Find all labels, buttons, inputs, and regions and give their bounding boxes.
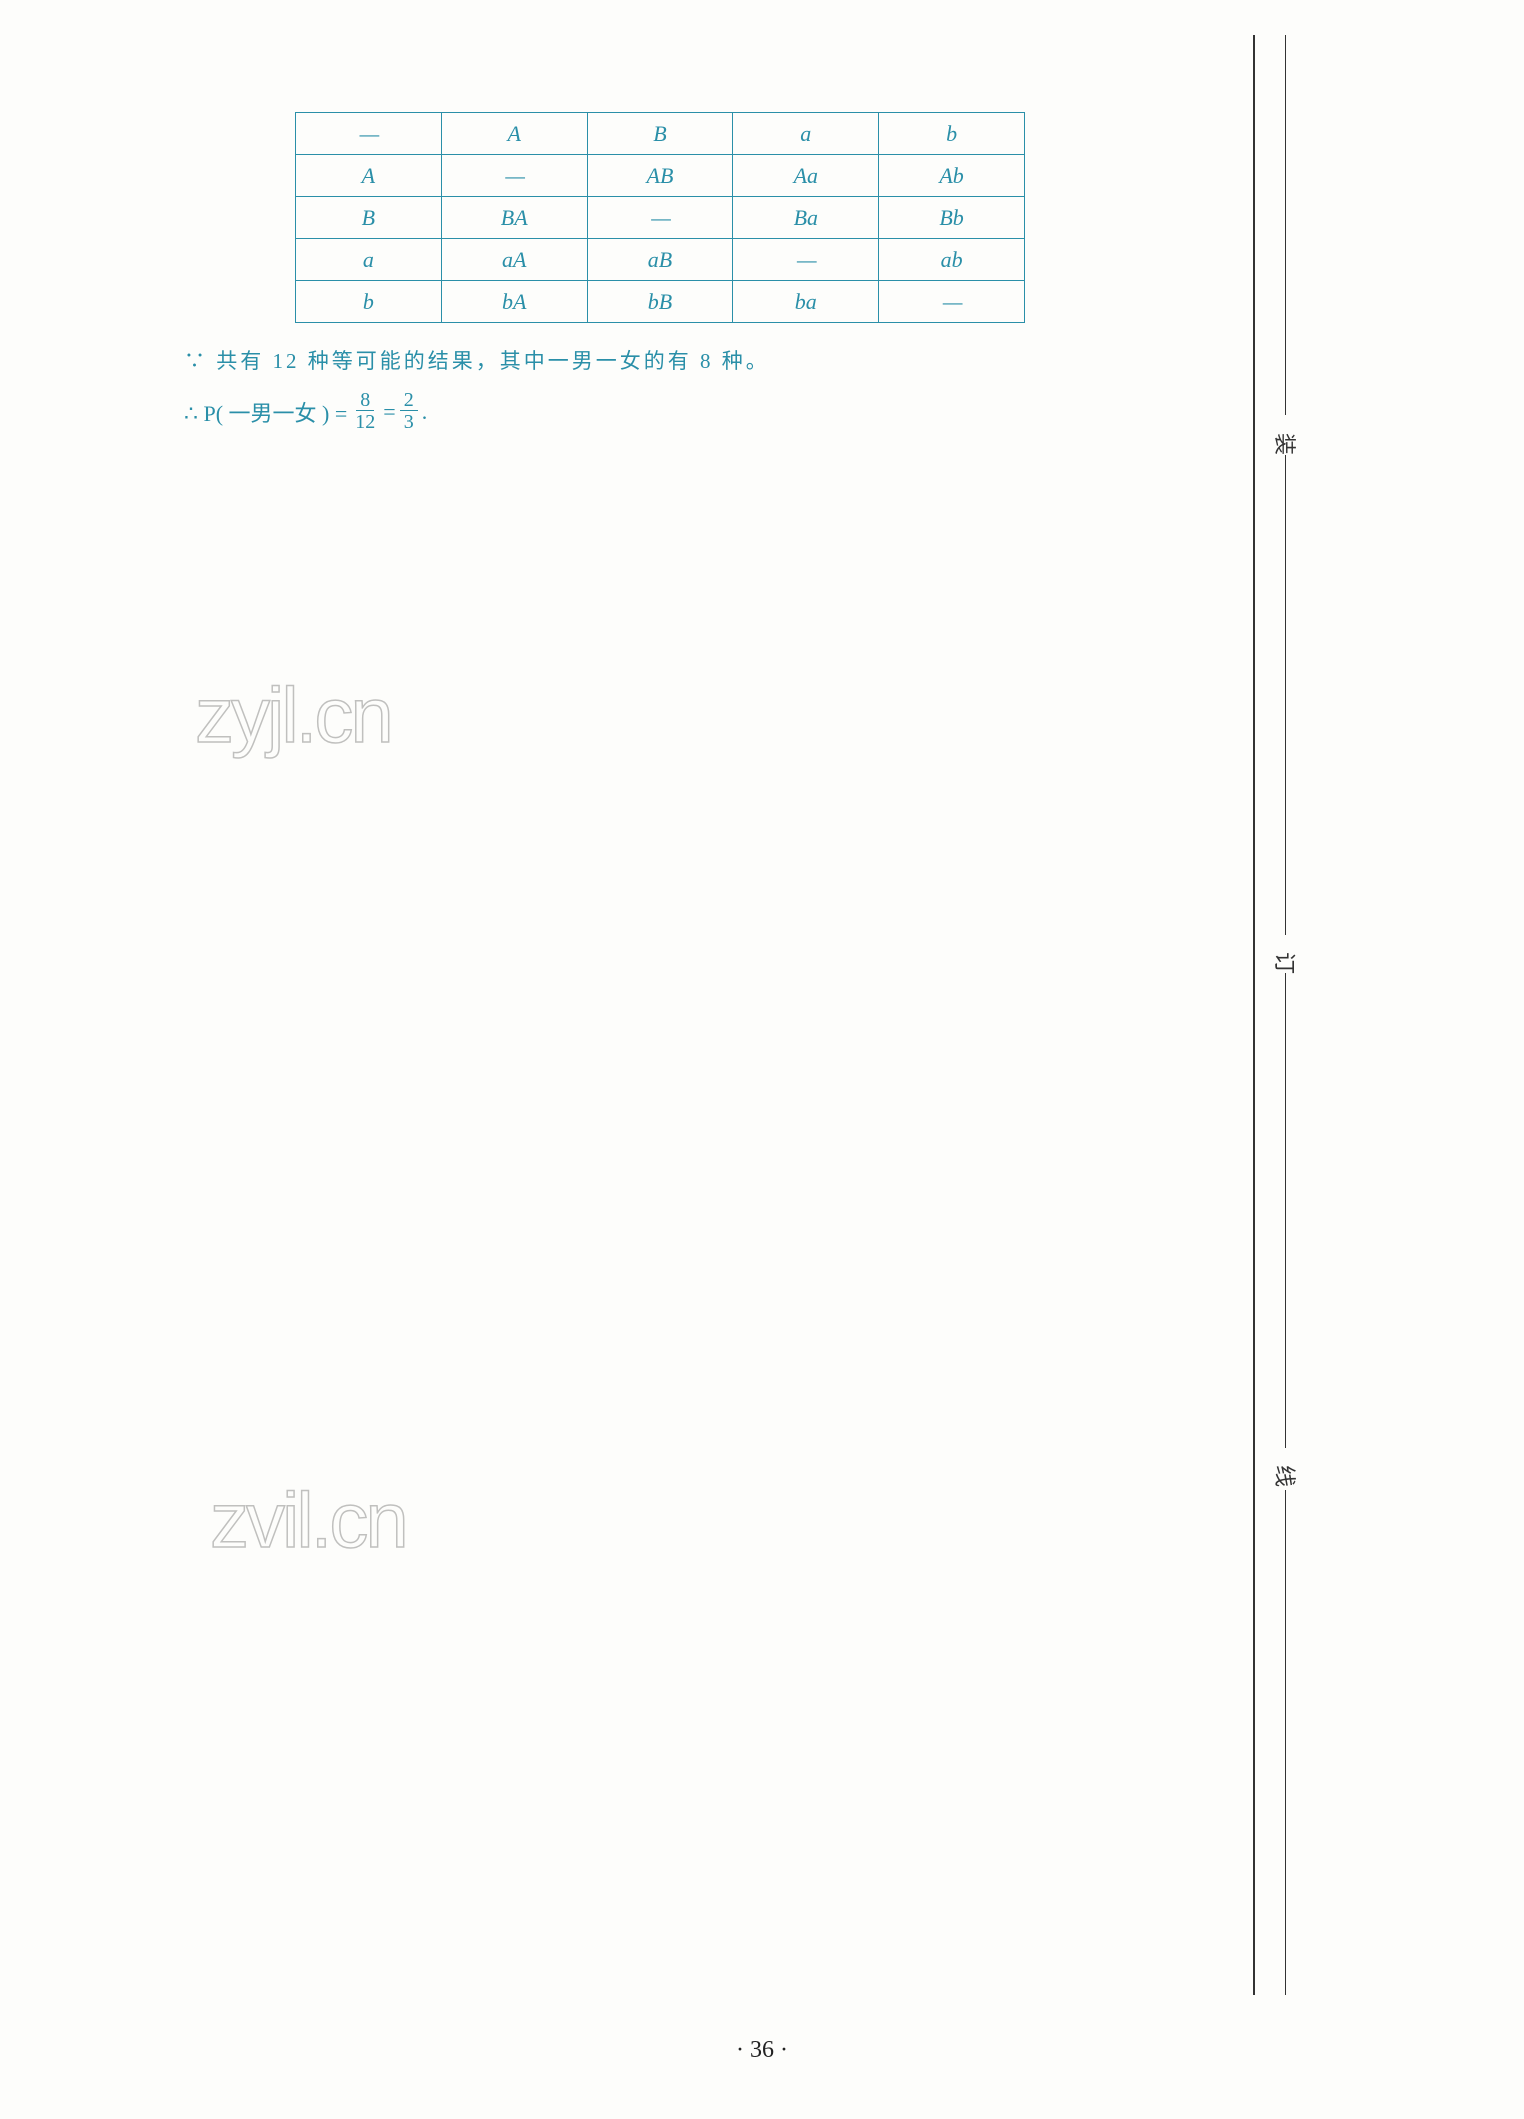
exp2-prefix: ∴ P( 一男一女 ) = bbox=[184, 396, 347, 428]
fraction-1: 8 12 bbox=[351, 390, 379, 433]
table-cell: — bbox=[441, 155, 587, 197]
exp2-eq: = bbox=[383, 399, 395, 425]
margin-char-2: 订 bbox=[1270, 952, 1302, 974]
table-row: a aA aB — ab bbox=[296, 239, 1025, 281]
table-cell: Aa bbox=[733, 155, 879, 197]
table-row: b bA bB ba — bbox=[296, 281, 1025, 323]
margin-thin-seg-4 bbox=[1285, 1490, 1286, 1995]
table-cell: B bbox=[587, 113, 733, 155]
table-cell: a bbox=[733, 113, 879, 155]
table-row: B BA — Ba Bb bbox=[296, 197, 1025, 239]
exp2-suffix: . bbox=[422, 399, 428, 425]
table-cell: Bb bbox=[879, 197, 1025, 239]
table-cell: ba bbox=[733, 281, 879, 323]
table-cell: AB bbox=[587, 155, 733, 197]
table-cell: aA bbox=[441, 239, 587, 281]
fraction-2: 2 3 bbox=[400, 390, 418, 433]
table-cell: aB bbox=[587, 239, 733, 281]
table-cell: A bbox=[441, 113, 587, 155]
margin-char-3: 线 bbox=[1270, 1465, 1302, 1487]
probability-table: — A B a b A — AB Aa Ab B BA — Ba Bb a aA… bbox=[295, 112, 1025, 323]
table-cell: — bbox=[879, 281, 1025, 323]
table-cell: a bbox=[296, 239, 442, 281]
table-cell: — bbox=[733, 239, 879, 281]
table-cell: b bbox=[879, 113, 1025, 155]
frac1-num: 8 bbox=[356, 390, 374, 411]
margin-thin-seg-2 bbox=[1285, 455, 1286, 935]
table-cell: Ba bbox=[733, 197, 879, 239]
margin-char-1: 装 bbox=[1270, 433, 1302, 455]
table-cell: A bbox=[296, 155, 442, 197]
explanation-line-2: ∴ P( 一男一女 ) = 8 12 = 2 3 . bbox=[184, 390, 427, 433]
table-cell: BA bbox=[441, 197, 587, 239]
table-cell: bA bbox=[441, 281, 587, 323]
page-content: 装 订 线 — A B a b A — AB Aa Ab B BA — Ba B… bbox=[0, 0, 1524, 2119]
table-row: — A B a b bbox=[296, 113, 1025, 155]
page-number: · 36 · bbox=[736, 2037, 788, 2064]
table-cell: bB bbox=[587, 281, 733, 323]
table-cell: — bbox=[296, 113, 442, 155]
table-cell: — bbox=[587, 197, 733, 239]
margin-main-line bbox=[1253, 35, 1255, 1995]
table-cell: ab bbox=[879, 239, 1025, 281]
margin-thin-seg-1 bbox=[1285, 35, 1286, 415]
frac2-num: 2 bbox=[400, 390, 418, 411]
table-row: A — AB Aa Ab bbox=[296, 155, 1025, 197]
table-cell: B bbox=[296, 197, 442, 239]
watermark-2: zvil.cn bbox=[210, 1475, 406, 1566]
explanation-line-1: ∵ 共有 12 种等可能的结果，其中一男一女的有 8 种。 bbox=[184, 345, 770, 375]
margin-thin-seg-3 bbox=[1285, 973, 1286, 1448]
table-cell: b bbox=[296, 281, 442, 323]
frac2-den: 3 bbox=[400, 411, 418, 433]
frac1-den: 12 bbox=[351, 411, 379, 433]
table-cell: Ab bbox=[879, 155, 1025, 197]
watermark-1: zyjl.cn bbox=[195, 670, 391, 761]
